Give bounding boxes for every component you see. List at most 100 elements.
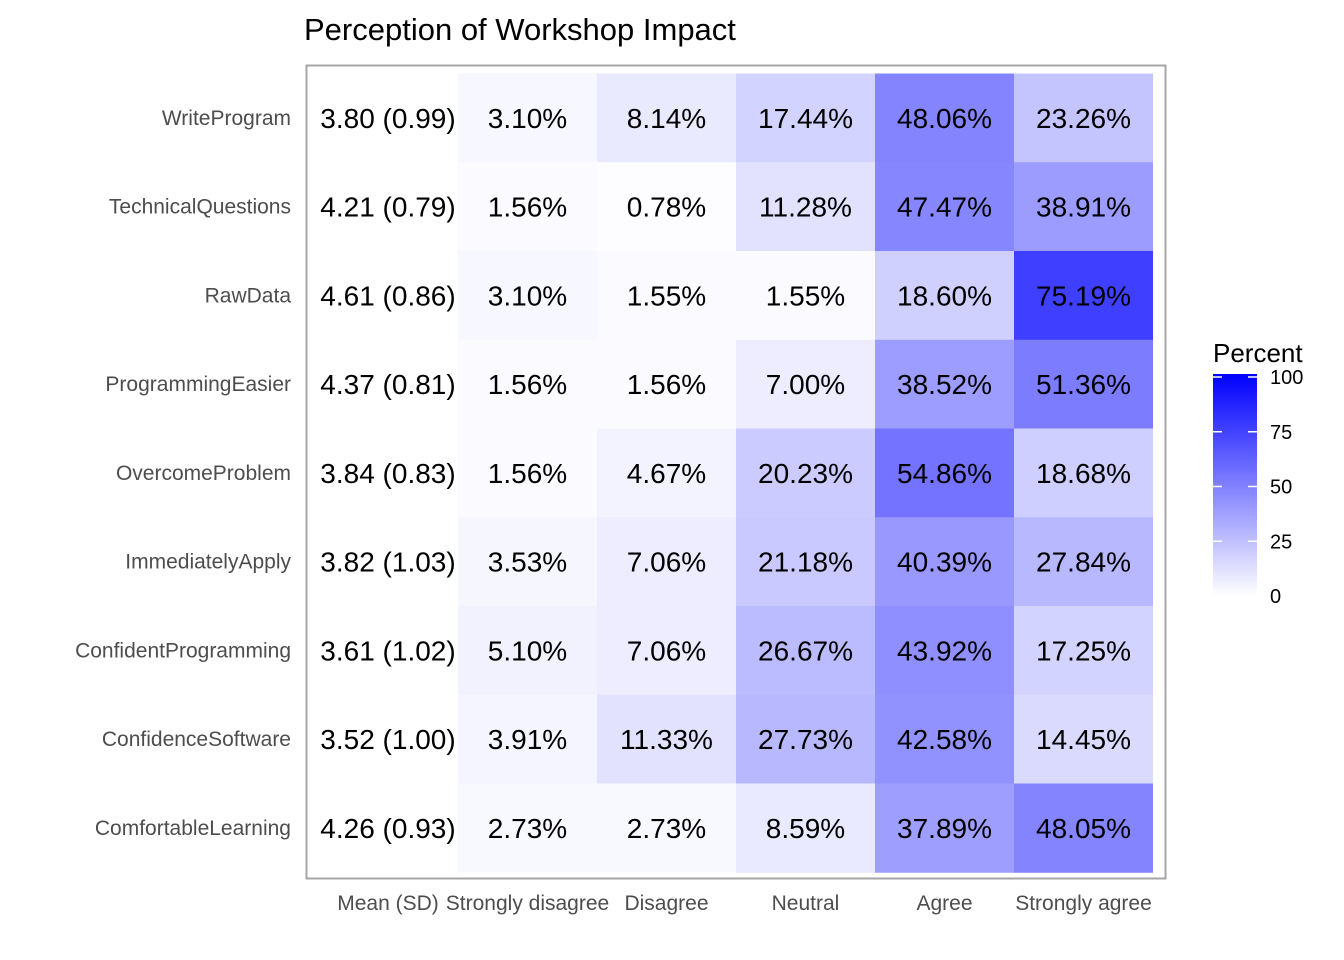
cell-value-comfortablelearning-strongly-agree: 48.05% bbox=[1036, 813, 1131, 844]
cell-value-programmingeasier-disagree: 1.56% bbox=[627, 369, 706, 400]
heatmap-cell-comfortablelearning-strongly-disagree bbox=[458, 783, 597, 873]
heatmap-cell-confidentprogramming-strongly-agree bbox=[1014, 606, 1153, 696]
heatmap-cell-comfortablelearning-agree bbox=[875, 783, 1014, 873]
cell-value-confidentprogramming-strongly-agree: 17.25% bbox=[1036, 635, 1131, 666]
mean-sd-overcomeproblem: 3.84 (0.83) bbox=[320, 458, 455, 489]
cell-value-comfortablelearning-disagree: 2.73% bbox=[627, 813, 706, 844]
heatmap-cell-rawdata-neutral bbox=[736, 251, 875, 341]
row-label-confidencesoftware: ConfidenceSoftware bbox=[102, 728, 291, 751]
cell-value-comfortablelearning-neutral: 8.59% bbox=[766, 813, 845, 844]
row-label-programmingeasier: ProgrammingEasier bbox=[105, 373, 291, 396]
cell-value-rawdata-agree: 18.60% bbox=[897, 280, 992, 311]
cell-value-technicalquestions-strongly-agree: 38.91% bbox=[1036, 192, 1131, 223]
cell-value-rawdata-strongly-agree: 75.19% bbox=[1036, 280, 1131, 311]
legend: Percent 0 25 50 75 100 bbox=[1213, 338, 1303, 608]
heatmap-cell-programmingeasier-neutral bbox=[736, 339, 875, 429]
column-label-mean-sd: Mean (SD) bbox=[337, 892, 439, 915]
cell-value-confidentprogramming-strongly-disagree: 5.10% bbox=[488, 635, 567, 666]
mean-sd-programmingeasier: 4.37 (0.81) bbox=[320, 369, 455, 400]
cell-value-immediatelyapply-strongly-disagree: 3.53% bbox=[488, 547, 567, 578]
heatmap-cell-immediatelyapply-agree bbox=[875, 517, 1014, 607]
heatmap-cell-immediatelyapply-disagree bbox=[597, 517, 736, 607]
heatmap-cell-immediatelyapply-strongly-agree bbox=[1014, 517, 1153, 607]
cell-value-overcomeproblem-strongly-agree: 18.68% bbox=[1036, 458, 1131, 489]
heatmap-cells bbox=[458, 73, 1153, 873]
cell-value-confidentprogramming-disagree: 7.06% bbox=[627, 635, 706, 666]
heatmap-cell-writeprogram-agree bbox=[875, 73, 1014, 163]
heatmap-cell-confidentprogramming-disagree bbox=[597, 606, 736, 696]
cell-value-technicalquestions-disagree: 0.78% bbox=[627, 192, 706, 223]
cell-value-programmingeasier-strongly-disagree: 1.56% bbox=[488, 369, 567, 400]
heatmap-cell-writeprogram-strongly-disagree bbox=[458, 73, 597, 163]
heatmap-cell-programmingeasier-strongly-agree bbox=[1014, 339, 1153, 429]
heatmap-cell-overcomeproblem-disagree bbox=[597, 428, 736, 518]
column-label-agree: Agree bbox=[916, 892, 972, 915]
heatmap-cell-writeprogram-strongly-agree bbox=[1014, 73, 1153, 163]
cell-value-writeprogram-disagree: 8.14% bbox=[627, 103, 706, 134]
cell-value-confidencesoftware-agree: 42.58% bbox=[897, 724, 992, 755]
cell-value-immediatelyapply-disagree: 7.06% bbox=[627, 547, 706, 578]
heatmap-cell-overcomeproblem-strongly-agree bbox=[1014, 428, 1153, 518]
cell-value-rawdata-neutral: 1.55% bbox=[766, 280, 845, 311]
heatmap-cell-writeprogram-neutral bbox=[736, 73, 875, 163]
heatmap-cell-immediatelyapply-strongly-disagree bbox=[458, 517, 597, 607]
cell-value-programmingeasier-strongly-agree: 51.36% bbox=[1036, 369, 1131, 400]
cell-value-programmingeasier-agree: 38.52% bbox=[897, 369, 992, 400]
column-label-strongly-agree: Strongly agree bbox=[1015, 892, 1152, 915]
cell-value-immediatelyapply-agree: 40.39% bbox=[897, 547, 992, 578]
heatmap-cell-technicalquestions-disagree bbox=[597, 162, 736, 252]
heatmap-cell-rawdata-strongly-disagree bbox=[458, 251, 597, 341]
legend-title: Percent bbox=[1213, 338, 1303, 368]
cell-value-writeprogram-neutral: 17.44% bbox=[758, 103, 853, 134]
heatmap-cell-overcomeproblem-neutral bbox=[736, 428, 875, 518]
heatmap-cell-confidencesoftware-strongly-agree bbox=[1014, 694, 1153, 784]
heatmap-cell-rawdata-disagree bbox=[597, 251, 736, 341]
cell-value-confidencesoftware-disagree: 11.33% bbox=[620, 724, 713, 755]
mean-sd-confidencesoftware: 3.52 (1.00) bbox=[320, 724, 455, 755]
legend-tick-label-100: 100 bbox=[1270, 367, 1303, 389]
cell-value-immediatelyapply-strongly-agree: 27.84% bbox=[1036, 547, 1131, 578]
heatmap-cell-confidentprogramming-agree bbox=[875, 606, 1014, 696]
heatmap-cell-confidencesoftware-disagree bbox=[597, 694, 736, 784]
heatmap-cell-technicalquestions-agree bbox=[875, 162, 1014, 252]
mean-sd-confidentprogramming: 3.61 (1.02) bbox=[320, 635, 455, 666]
cell-value-writeprogram-strongly-agree: 23.26% bbox=[1036, 103, 1131, 134]
heatmap-cell-confidencesoftware-neutral bbox=[736, 694, 875, 784]
legend-color-bar bbox=[1213, 374, 1257, 596]
heatmap-cell-programmingeasier-strongly-disagree bbox=[458, 339, 597, 429]
heatmap-cell-comfortablelearning-disagree bbox=[597, 783, 736, 873]
heatmap-cell-comfortablelearning-strongly-agree bbox=[1014, 783, 1153, 873]
mean-sd-immediatelyapply: 3.82 (1.03) bbox=[320, 547, 455, 578]
column-label-neutral: Neutral bbox=[772, 892, 840, 915]
cell-value-comfortablelearning-strongly-disagree: 2.73% bbox=[488, 813, 567, 844]
legend-tick-label-25: 25 bbox=[1270, 531, 1292, 553]
row-label-rawdata: RawData bbox=[205, 284, 292, 307]
column-label-disagree: Disagree bbox=[624, 892, 708, 915]
legend-tick-label-75: 75 bbox=[1270, 422, 1292, 444]
cell-value-overcomeproblem-agree: 54.86% bbox=[897, 458, 992, 489]
heatmap-cell-rawdata-agree bbox=[875, 251, 1014, 341]
cell-value-writeprogram-strongly-disagree: 3.10% bbox=[488, 103, 567, 134]
mean-sd-comfortablelearning: 4.26 (0.93) bbox=[320, 813, 455, 844]
heatmap-cell-confidencesoftware-strongly-disagree bbox=[458, 694, 597, 784]
heatmap-cell-overcomeproblem-strongly-disagree bbox=[458, 428, 597, 518]
row-label-overcomeproblem: OvercomeProblem bbox=[116, 462, 291, 485]
cell-value-overcomeproblem-disagree: 4.67% bbox=[627, 458, 706, 489]
heatmap-cell-technicalquestions-strongly-disagree bbox=[458, 162, 597, 252]
mean-sd-rawdata: 4.61 (0.86) bbox=[320, 280, 455, 311]
mean-sd-writeprogram: 3.80 (0.99) bbox=[320, 103, 455, 134]
heatmap-cell-programmingeasier-agree bbox=[875, 339, 1014, 429]
column-label-strongly-disagree: Strongly disagree bbox=[446, 892, 609, 915]
cell-value-confidentprogramming-neutral: 26.67% bbox=[758, 635, 853, 666]
heatmap-cell-technicalquestions-strongly-agree bbox=[1014, 162, 1153, 252]
cell-value-technicalquestions-strongly-disagree: 1.56% bbox=[488, 192, 567, 223]
heatmap-cell-confidencesoftware-agree bbox=[875, 694, 1014, 784]
cell-value-confidencesoftware-strongly-disagree: 3.91% bbox=[488, 724, 567, 755]
panel-border bbox=[305, 64, 1167, 880]
cell-value-overcomeproblem-strongly-disagree: 1.56% bbox=[488, 458, 567, 489]
heatmap-cell-programmingeasier-disagree bbox=[597, 339, 736, 429]
cell-value-comfortablelearning-agree: 37.89% bbox=[897, 813, 992, 844]
heatmap-cell-technicalquestions-neutral bbox=[736, 162, 875, 252]
